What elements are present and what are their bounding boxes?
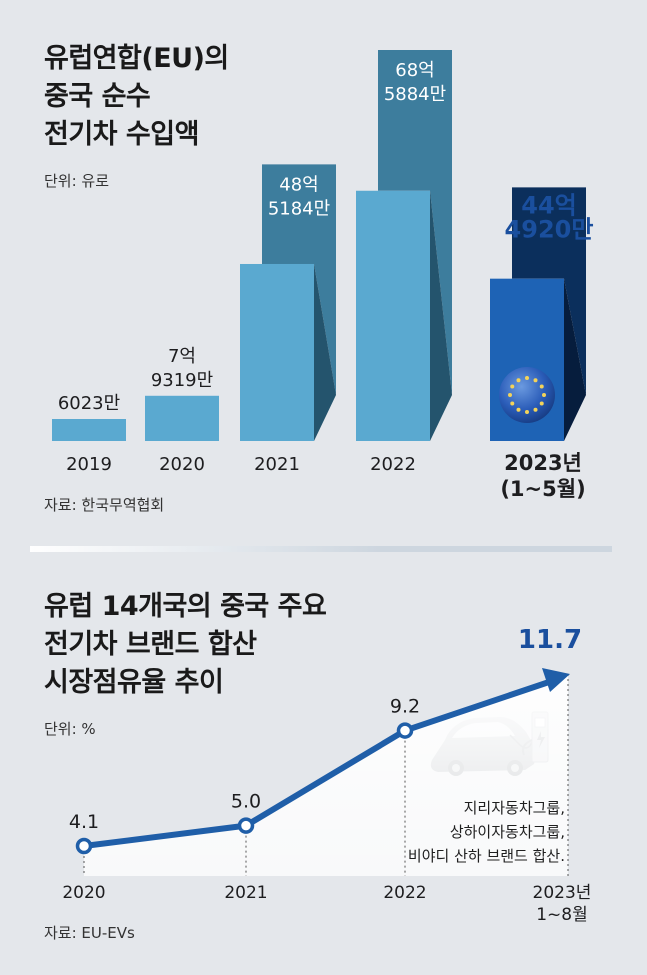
bar-value-label-2-1: 5184만 bbox=[268, 198, 330, 219]
x-tick-label-1-0: 2021 bbox=[224, 883, 267, 903]
bar-shadow-2 bbox=[314, 263, 336, 441]
bar-value-label-2-0: 48억 bbox=[279, 174, 318, 195]
bar-category-label-1-0: 2020 bbox=[159, 454, 205, 475]
section-divider bbox=[30, 546, 612, 552]
bottom-note: 지리자동차그룹, 상하이자동차그룹, 비야디 산하 브랜드 합산. bbox=[408, 796, 565, 868]
data-label-2: 9.2 bbox=[390, 696, 420, 718]
bar-0 bbox=[52, 419, 126, 441]
bar-category-label-4-1: (1~5월) bbox=[500, 477, 585, 501]
charging-station-icon bbox=[522, 711, 549, 763]
bottom-source: 자료: EU-EVs bbox=[44, 924, 135, 942]
bar-category-label-2-0: 2021 bbox=[254, 454, 300, 475]
data-point-2 bbox=[396, 722, 414, 739]
bottom-title-line-1: 유럽 14개국의 중국 주요 bbox=[44, 591, 327, 622]
note-line-2: 상하이자동차그룹, bbox=[449, 823, 565, 841]
data-point-0 bbox=[75, 837, 93, 855]
bar-back-3 bbox=[378, 50, 452, 395]
top-unit-label: 단위: 유로 bbox=[44, 172, 110, 190]
x-tick-label-3-0: 2023년 bbox=[533, 883, 592, 903]
bottom-unit-label: 단위: % bbox=[44, 720, 96, 738]
bar-2 bbox=[240, 263, 314, 441]
note-line-3: 비야디 산하 브랜드 합산. bbox=[407, 847, 565, 865]
data-label-3: 11.7 bbox=[518, 625, 582, 655]
top-source: 자료: 한국무역협회 bbox=[44, 496, 165, 514]
bottom-title-line-3: 시장점유율 추이 bbox=[44, 667, 224, 698]
bar-shadow-3 bbox=[430, 190, 452, 441]
top-title-line-3: 전기차 수입액 bbox=[44, 119, 199, 150]
data-label-1: 5.0 bbox=[231, 791, 261, 813]
bar-1 bbox=[145, 395, 219, 441]
top-chart-title: 유럽연합(EU)의 중국 순수 전기차 수입액 bbox=[44, 40, 229, 154]
x-tick-label-3-1: 1~8월 bbox=[536, 905, 588, 925]
series-arrowhead bbox=[542, 668, 570, 692]
bar-value-label-4-1: 4920만 bbox=[505, 215, 594, 243]
bar-back-4 bbox=[512, 187, 586, 395]
bar-category-label-4-0: 2023년 bbox=[504, 451, 582, 475]
data-label-0: 4.1 bbox=[69, 811, 99, 833]
bar-chart: 6023만 2019 7억 9319만 2020 48억 5184만 2021 68억 5884만… bbox=[52, 50, 594, 501]
electric-car-icon bbox=[430, 717, 536, 776]
top-title-line-2: 중국 순수 bbox=[44, 81, 151, 112]
bottom-chart-title: 유럽 14개국의 중국 주요 전기차 브랜드 합산 시장점유율 추이 bbox=[44, 588, 327, 702]
bar-category-label-3-0: 2022 bbox=[370, 454, 416, 475]
bottom-title-line-2: 전기차 브랜드 합산 bbox=[44, 629, 257, 660]
bar-value-label-1-0: 7억 bbox=[168, 346, 196, 367]
x-tick-label-0-0: 2020 bbox=[62, 883, 105, 903]
bar-3 bbox=[356, 190, 430, 441]
bar-value-label-4-0: 44억 bbox=[521, 191, 576, 219]
top-title-line-1: 유럽연합(EU)의 bbox=[44, 43, 229, 74]
note-line-1: 지리자동차그룹, bbox=[463, 799, 565, 817]
bar-value-label-3-0: 68억 bbox=[395, 60, 434, 81]
data-point-1 bbox=[237, 817, 255, 834]
bar-value-label-3-1: 5884만 bbox=[384, 84, 446, 105]
eu-flag-icon bbox=[499, 367, 555, 423]
bar-value-label-1-1: 9319만 bbox=[151, 370, 213, 391]
bar-back-2 bbox=[262, 164, 336, 395]
x-tick-label-2-0: 2022 bbox=[383, 883, 426, 903]
bar-value-label-0-0: 6023만 bbox=[58, 393, 120, 414]
bar-shadow-4 bbox=[564, 278, 586, 441]
bar-category-label-0-0: 2019 bbox=[66, 454, 112, 475]
